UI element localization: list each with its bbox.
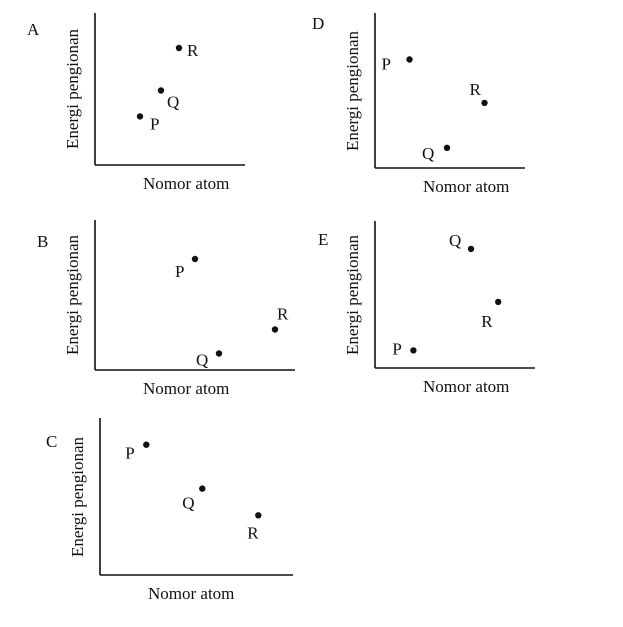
panel-letter: D <box>312 14 325 33</box>
x-axis-label: Nomor atom <box>148 584 235 603</box>
data-point-p <box>406 56 413 63</box>
data-point-p <box>143 441 150 448</box>
data-point-r <box>175 44 183 52</box>
data-point-q <box>157 87 165 94</box>
point-label-q: Q <box>182 494 194 513</box>
data-point-p <box>191 255 199 263</box>
data-point-r <box>495 298 502 306</box>
point-label-r: R <box>470 80 482 99</box>
point-label-p: P <box>125 444 134 463</box>
point-label-r: R <box>481 312 493 331</box>
data-point-p <box>410 347 417 354</box>
x-axis-label: Nomor atom <box>143 379 230 398</box>
data-point-p <box>136 113 144 120</box>
data-point-r <box>271 326 279 333</box>
point-label-r: R <box>187 41 199 60</box>
x-axis-label: Nomor atom <box>423 177 510 196</box>
point-label-q: Q <box>422 144 434 163</box>
panel-letter: E <box>318 230 329 249</box>
data-point-r <box>255 512 262 519</box>
panel-letter: C <box>46 432 58 451</box>
x-axis-label: Nomor atom <box>423 377 510 396</box>
data-point-q <box>443 144 451 151</box>
point-label-r: R <box>277 305 289 324</box>
point-label-r: R <box>247 523 259 542</box>
point-label-q: Q <box>449 231 461 250</box>
point-label-q: Q <box>167 93 179 112</box>
data-point-q <box>467 245 475 253</box>
panel-letter: B <box>37 232 49 251</box>
point-label-q: Q <box>196 351 208 370</box>
point-label-p: P <box>175 262 184 281</box>
point-label-p: P <box>382 55 391 74</box>
panel-letter: A <box>27 20 40 39</box>
point-label-p: P <box>150 114 159 133</box>
point-label-p: P <box>392 339 401 358</box>
x-axis-label: Nomor atom <box>143 174 230 193</box>
data-point-q <box>215 350 223 357</box>
data-point-r <box>481 99 488 107</box>
data-point-q <box>199 485 206 492</box>
